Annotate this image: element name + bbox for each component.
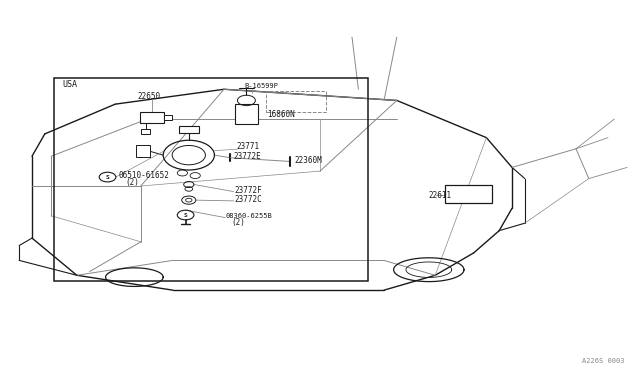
Bar bbox=[141, 129, 150, 134]
Text: 22360M: 22360M bbox=[294, 156, 322, 165]
Text: (2): (2) bbox=[232, 218, 246, 227]
Bar bbox=[179, 126, 199, 133]
Text: A226S 0003: A226S 0003 bbox=[582, 358, 624, 364]
Bar bbox=[445, 185, 492, 203]
Bar bbox=[136, 145, 150, 157]
Bar bbox=[54, 78, 368, 281]
Text: 22611: 22611 bbox=[429, 191, 452, 200]
Text: B-16599P: B-16599P bbox=[244, 83, 278, 89]
Text: USA: USA bbox=[62, 80, 77, 89]
Text: 08360-6255B: 08360-6255B bbox=[226, 214, 273, 219]
Text: 22650: 22650 bbox=[138, 92, 161, 100]
Text: 23771: 23771 bbox=[237, 142, 260, 151]
Bar bbox=[266, 91, 326, 112]
Text: S: S bbox=[184, 213, 188, 218]
Bar bbox=[140, 112, 164, 123]
Bar bbox=[235, 104, 258, 124]
Text: 23772F: 23772F bbox=[234, 186, 262, 195]
Text: 16860N: 16860N bbox=[268, 110, 295, 119]
Text: (2): (2) bbox=[125, 177, 140, 186]
Text: 06510-61652: 06510-61652 bbox=[118, 171, 169, 180]
Text: 23772C: 23772C bbox=[234, 195, 262, 204]
Bar bbox=[164, 115, 172, 120]
Text: 23772E: 23772E bbox=[234, 152, 261, 161]
Text: S: S bbox=[106, 175, 109, 180]
